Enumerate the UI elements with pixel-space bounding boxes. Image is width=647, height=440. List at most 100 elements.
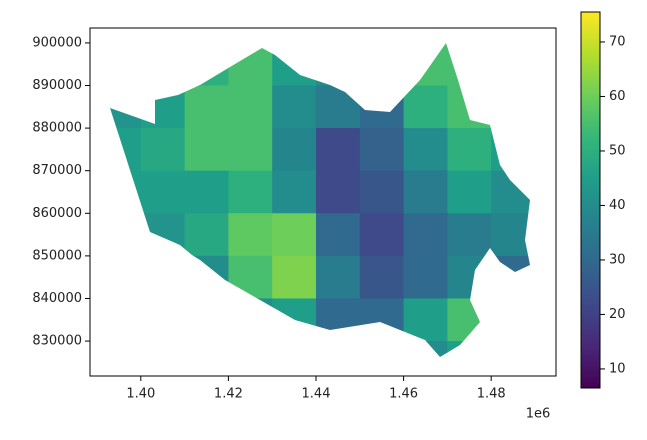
map-cell — [403, 298, 448, 342]
map-cell — [272, 170, 317, 214]
map-cell — [359, 43, 405, 87]
map-cell — [359, 170, 405, 214]
map-cell — [315, 43, 361, 87]
map-cell — [491, 255, 530, 299]
colorbar-tick-label: 40 — [609, 198, 626, 213]
map-cell — [272, 298, 317, 342]
map-cell — [184, 43, 229, 87]
map-cell — [272, 128, 317, 172]
map-cell — [447, 85, 492, 129]
map-cell — [403, 213, 448, 257]
map-cell — [491, 85, 530, 129]
map-cell — [403, 43, 448, 87]
map-cell — [491, 341, 530, 357]
y-tick-label: 880000 — [32, 121, 82, 136]
map-cell — [315, 85, 361, 129]
map-cell — [403, 255, 448, 299]
map-cell — [110, 170, 142, 214]
map-cell — [315, 170, 361, 214]
map-cell — [184, 128, 229, 172]
colorbar-tick-label: 50 — [609, 143, 626, 158]
x-tick-label: 1.40 — [126, 387, 155, 402]
map-cell — [447, 128, 492, 172]
map-cell — [110, 128, 142, 172]
map-cell — [315, 128, 361, 172]
map-cell — [228, 255, 273, 299]
x-tick-label: 1.46 — [389, 387, 418, 402]
map-cell — [447, 341, 492, 357]
map-cell — [359, 255, 405, 299]
map-cell — [228, 128, 273, 172]
plot-frame — [89, 27, 557, 377]
map-cell — [184, 341, 229, 357]
y-tick-label: 840000 — [32, 291, 82, 306]
map-cell — [491, 43, 530, 87]
y-tick-label: 900000 — [32, 35, 82, 50]
map-cell — [140, 43, 186, 87]
map-cell — [228, 43, 273, 87]
map-cell — [140, 255, 186, 299]
map-cell — [184, 85, 229, 129]
map-cell — [110, 85, 142, 129]
colorbar-tick-label: 60 — [609, 89, 626, 104]
map-cell — [491, 298, 530, 342]
y-tick-label: 850000 — [32, 248, 82, 263]
colorbar-tick-label: 10 — [609, 361, 626, 376]
colorbar — [580, 11, 601, 389]
map-cell — [140, 85, 186, 129]
map-cells — [110, 43, 530, 357]
x-tick-label: 1.44 — [302, 387, 331, 402]
map-cell — [447, 255, 492, 299]
map-cell — [272, 255, 317, 299]
map-cell — [110, 341, 142, 357]
map-cell — [140, 341, 186, 357]
colorbar-tick-label: 30 — [609, 252, 626, 267]
map-cell — [110, 43, 142, 87]
map-cell — [403, 170, 448, 214]
y-tick-label: 860000 — [32, 206, 82, 221]
x-tick-label: 1.48 — [477, 387, 506, 402]
map-cell — [491, 213, 530, 257]
y-tick-label: 890000 — [32, 78, 82, 93]
map-cell — [359, 298, 405, 342]
map-cell — [447, 298, 492, 342]
map-cell — [228, 341, 273, 357]
map-cell — [272, 213, 317, 257]
colorbar-tick-label: 70 — [609, 34, 626, 49]
map-cell — [447, 43, 492, 87]
map-cell — [359, 128, 405, 172]
map-cell — [491, 170, 530, 214]
map-cell — [359, 341, 405, 357]
map-cell — [140, 298, 186, 342]
map-cell — [110, 213, 142, 257]
map-cell — [140, 128, 186, 172]
map-cell — [228, 213, 273, 257]
map-cell — [315, 298, 361, 342]
y-tick-label: 870000 — [32, 163, 82, 178]
map-cell — [272, 43, 317, 87]
map-cell — [315, 255, 361, 299]
map-cell — [403, 128, 448, 172]
map-cell — [184, 255, 229, 299]
map-cell — [359, 85, 405, 129]
map-cell — [315, 213, 361, 257]
x-tick-label: 1.42 — [214, 387, 243, 402]
map-cell — [403, 341, 448, 357]
map-cell — [272, 85, 317, 129]
map-cell — [184, 213, 229, 257]
map-cell — [359, 213, 405, 257]
map-cell — [184, 170, 229, 214]
map-cell — [110, 298, 142, 342]
map-cell — [184, 298, 229, 342]
y-tick-label: 830000 — [32, 334, 82, 349]
map-cell — [403, 85, 448, 129]
map-cell — [315, 341, 361, 357]
map-cell — [491, 128, 530, 172]
map-cell — [140, 213, 186, 257]
x-offset-label: 1e6 — [526, 407, 551, 422]
map-cell — [228, 170, 273, 214]
map-cell — [110, 255, 142, 299]
map-cell — [272, 341, 317, 357]
